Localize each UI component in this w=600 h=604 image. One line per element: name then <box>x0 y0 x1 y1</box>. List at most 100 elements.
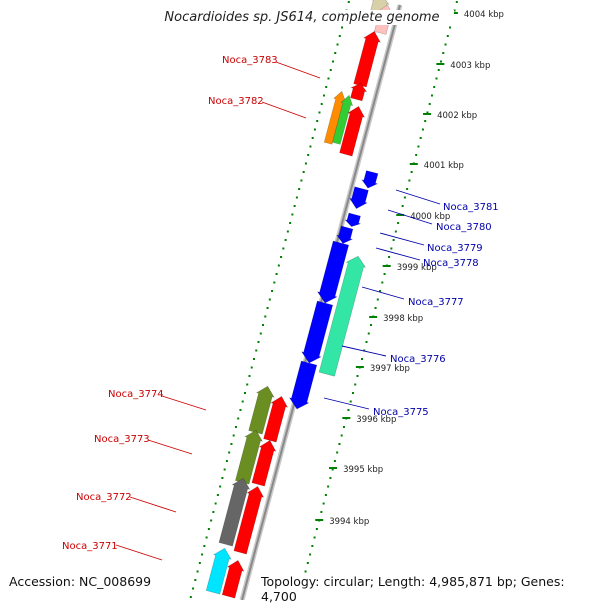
tick-dot-right <box>347 409 350 411</box>
tick-dot-left <box>277 264 280 267</box>
label-leader-line <box>275 61 321 79</box>
gene-arrow-noca-3782-green <box>332 94 354 145</box>
scale-label: 3994 kbp <box>329 517 369 527</box>
tick-dot-left <box>198 562 201 564</box>
accession-text: Accession: NC_008699 <box>9 574 152 589</box>
tick-dot-left <box>334 52 337 54</box>
tick-dot-right <box>437 69 440 71</box>
gene-arrow-noca-3772 <box>218 477 251 547</box>
gene-label-noca-3773[interactable]: Noca_3773 <box>94 434 150 445</box>
gene-arrow-noca-3780 <box>349 186 369 209</box>
tick-dot-left <box>189 596 192 598</box>
tick-dot-left <box>327 77 330 80</box>
tick-dot-right <box>320 511 323 513</box>
tick-dot-left <box>232 434 235 437</box>
tick-dot-right <box>340 434 343 437</box>
gene-arrow-noca-3781 <box>361 170 379 189</box>
gene-label-noca-3774[interactable]: Noca_3774 <box>108 389 164 400</box>
tick-dot-left <box>266 307 269 309</box>
tick-dot-right <box>324 494 327 496</box>
scale-label: 3995 kbp <box>343 465 383 475</box>
gene-arrow-noca-3777-teal <box>318 255 367 377</box>
tick-dot-right <box>430 94 433 97</box>
tick-dot-right <box>433 86 436 88</box>
tick-dot-left <box>228 451 231 454</box>
gene-label-noca-3782[interactable]: Noca_3782 <box>208 96 264 107</box>
gene-arrow-noca-3771 <box>205 547 232 595</box>
tick-dot-right <box>417 145 420 148</box>
tick-dot-right <box>397 222 400 224</box>
gene-arrow-noca-3773-fwd <box>251 439 277 487</box>
tick-dot-right <box>311 545 314 547</box>
tick-dot-left <box>311 137 314 139</box>
tick-dot-right <box>322 502 325 505</box>
tick-dot-right <box>360 358 363 360</box>
gene-arrow-noca-3777 <box>316 240 350 304</box>
tick-dot-left <box>205 536 208 539</box>
gene-label-noca-3772[interactable]: Noca_3772 <box>76 492 132 503</box>
tick-dot-left <box>284 239 287 241</box>
tick-dot-left <box>223 468 226 471</box>
gene-arrow-noca-3776 <box>301 300 334 364</box>
tick-dot-left <box>329 69 332 71</box>
gene-label-leaders: Noca_3783 Noca_3782 Noca_3774 Noca_3773 Noca… <box>62 55 499 561</box>
scale-label: 4004 kbp <box>464 10 504 20</box>
scale-label: 4003 kbp <box>450 61 490 71</box>
tick-dot-left <box>264 315 267 318</box>
tick-dot-right <box>349 400 352 403</box>
tick-dot-left <box>347 1 350 3</box>
tick-dot-left <box>336 43 339 46</box>
gene-features <box>205 0 394 599</box>
tick-dot-left <box>210 519 213 522</box>
gene-label-noca-3779[interactable]: Noca_3779 <box>427 243 483 254</box>
label-leader-line <box>341 345 387 357</box>
tick-dot-left <box>246 383 249 386</box>
gene-arrow-noca-3783 <box>353 30 381 88</box>
gene-label-noca-3781[interactable]: Noca_3781 <box>443 202 499 213</box>
label-leader-line <box>147 439 193 455</box>
tick-dot-right <box>394 230 397 233</box>
gene-label-noca-3776[interactable]: Noca_3776 <box>390 354 446 365</box>
tick-dot-left <box>291 213 294 216</box>
tick-dot-left <box>230 443 233 445</box>
tick-dot-right <box>342 426 345 428</box>
gene-label-noca-3783[interactable]: Noca_3783 <box>222 55 278 66</box>
tick-dot-left <box>325 86 328 88</box>
scale-label: 3996 kbp <box>356 415 396 425</box>
label-leader-line <box>129 496 177 513</box>
tick-dot-right <box>406 188 409 190</box>
label-leader-line <box>115 544 163 561</box>
tick-dot-right <box>449 26 452 29</box>
gene-label-noca-3777[interactable]: Noca_3777 <box>408 297 464 308</box>
scale-label: 4002 kbp <box>437 111 477 121</box>
tick-dot-right <box>381 281 384 284</box>
tick-dot-right <box>390 247 393 250</box>
tick-dot-right <box>365 341 368 343</box>
tick-dot-right <box>354 383 357 386</box>
tick-dot-left <box>241 400 244 403</box>
scale-labels: 4004 kbp 4003 kbp 4002 kbp 4001 kbp 4000 kbp… <box>329 10 504 527</box>
tick-dot-left <box>282 247 285 250</box>
tick-dot-left <box>239 409 242 411</box>
tick-dot-left <box>262 324 265 326</box>
tick-dot-right <box>392 239 395 241</box>
tick-dot-left <box>271 290 274 292</box>
tick-dot-right <box>367 332 370 335</box>
tick-dot-left <box>322 94 325 97</box>
tick-dot-left <box>201 553 204 556</box>
gene-label-noca-3780[interactable]: Noca_3780 <box>436 222 492 233</box>
tick-dot-right <box>383 273 386 275</box>
gene-label-noca-3775[interactable]: Noca_3775 <box>373 407 429 418</box>
tick-dot-left <box>275 273 278 275</box>
gene-label-noca-3778[interactable]: Noca_3778 <box>423 258 479 269</box>
scale-label: 3997 kbp <box>370 364 410 374</box>
tick-dot-right <box>455 1 458 3</box>
tick-dot-left <box>300 179 303 182</box>
tick-dot-left <box>268 298 271 301</box>
tick-dot-left <box>248 375 251 377</box>
tick-dot-right <box>403 196 406 199</box>
gene-label-noca-3771[interactable]: Noca_3771 <box>62 541 118 552</box>
tick-dot-left <box>216 494 219 496</box>
tick-dot-left <box>257 341 260 343</box>
